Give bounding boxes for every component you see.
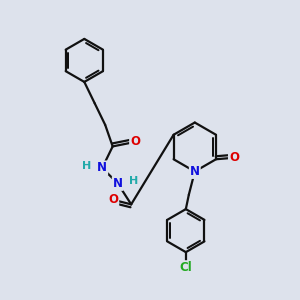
Text: H: H xyxy=(82,160,91,170)
Text: O: O xyxy=(229,151,239,164)
Text: O: O xyxy=(130,135,140,148)
Text: O: O xyxy=(108,194,118,206)
Text: Cl: Cl xyxy=(179,261,192,274)
Text: N: N xyxy=(97,161,107,174)
Text: H: H xyxy=(129,176,138,186)
Text: N: N xyxy=(190,165,200,178)
Text: N: N xyxy=(113,177,123,190)
